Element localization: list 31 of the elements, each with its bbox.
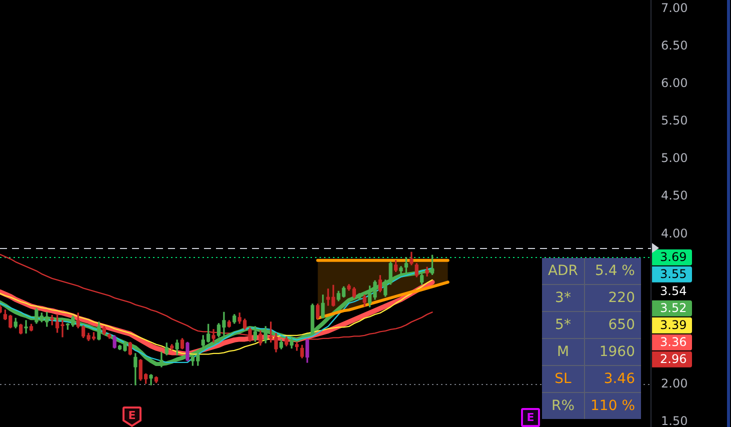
annotation: 220 bbox=[608, 290, 635, 306]
annotation: 3.46 bbox=[604, 371, 635, 387]
annotation: 5.4 % bbox=[594, 263, 635, 279]
annotation: 1960 bbox=[599, 344, 635, 360]
y-tick-label: 6.00 bbox=[661, 76, 688, 90]
annotation: R% bbox=[551, 398, 575, 414]
text: 3.54 bbox=[660, 284, 687, 298]
ref-line-label: 3.69 bbox=[660, 250, 687, 264]
annotation: SL bbox=[554, 371, 572, 387]
y-tick-label: 7.00 bbox=[661, 1, 688, 16]
annotation: ADR bbox=[548, 263, 578, 279]
annotation: E bbox=[127, 409, 137, 422]
square-badge: E bbox=[521, 408, 540, 427]
text: 3.36 bbox=[660, 335, 687, 350]
y-tick-label: 5.50 bbox=[661, 114, 688, 128]
y-tick-label: 4.50 bbox=[661, 188, 688, 203]
annotation: 110 % bbox=[590, 398, 635, 414]
text: 2.96 bbox=[660, 352, 687, 366]
text: 3.55 bbox=[660, 267, 687, 282]
y-tick-label: 5.00 bbox=[661, 151, 688, 166]
y-tick-label: 1.50 bbox=[661, 414, 688, 427]
annotation: 5* bbox=[555, 317, 571, 333]
annotation: 3* bbox=[555, 290, 571, 306]
annotation: M bbox=[556, 344, 570, 360]
annotation: 650 bbox=[608, 317, 635, 333]
text: 3.39 bbox=[660, 318, 687, 332]
y-tick-label: 6.50 bbox=[661, 38, 688, 53]
y-tick-label: 4.00 bbox=[661, 226, 688, 240]
annotation: E bbox=[526, 411, 534, 424]
y-tick-label: 2.00 bbox=[661, 376, 688, 390]
text: 3.52 bbox=[660, 301, 687, 316]
